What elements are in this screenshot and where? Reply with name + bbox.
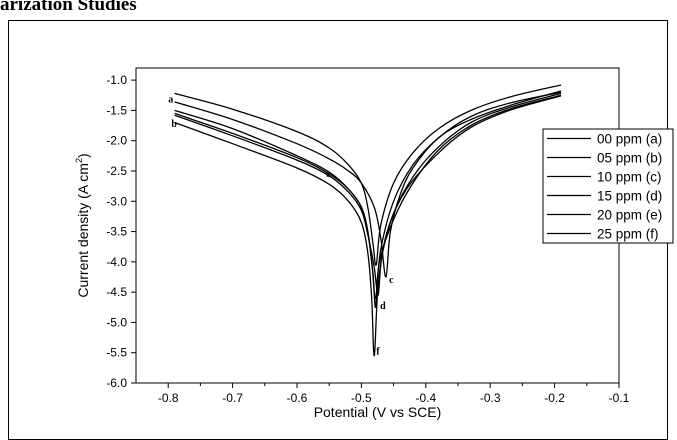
series-line-c — [174, 90, 562, 278]
y-tick-label: -6.0 — [106, 376, 127, 390]
legend-label-c: 10 ppm (c) — [597, 170, 662, 185]
y-tick-label: -2.5 — [106, 164, 127, 178]
x-tick-label: -0.6 — [287, 391, 308, 405]
legend-box — [542, 128, 674, 244]
curve-annotation-b: b — [171, 119, 177, 130]
y-tick-label: -1.0 — [106, 73, 127, 87]
y-tick-label: -5.0 — [106, 315, 127, 329]
curve-annotation-e: e — [326, 169, 331, 180]
y-tick-label: -5.5 — [106, 346, 127, 360]
series-line-b — [174, 91, 562, 299]
annotation-group: a b e c d f — [168, 95, 394, 358]
y-axis-label-end: ) — [75, 153, 91, 158]
y-axis-label: Current density (A cm2) — [74, 153, 91, 297]
x-axis-label: Potential (V vs SCE) — [314, 404, 442, 420]
legend-label-e: 20 ppm (e) — [597, 208, 662, 223]
legend-label-f: 25 ppm (f) — [597, 227, 659, 242]
x-tick-label: -0.7 — [222, 391, 243, 405]
x-tick-label: -0.4 — [415, 391, 436, 405]
y-tick-label: -4.0 — [106, 255, 127, 269]
curve-annotation-a: a — [168, 95, 173, 106]
x-tick-label: -0.8 — [158, 391, 179, 405]
series-line-e — [174, 94, 562, 308]
x-tick-label: -0.5 — [351, 391, 372, 405]
legend: 00 ppm (a) 05 ppm (b) 10 ppm (c) 15 ppm (d)… — [542, 128, 674, 244]
curve-annotation-f: f — [376, 347, 380, 358]
legend-label-b: 05 ppm (b) — [597, 151, 662, 166]
legend-label-a: 00 ppm (a) — [597, 132, 662, 147]
y-tick-label: -1.5 — [106, 103, 127, 117]
y-axis-label-main: Current density (A cm — [75, 163, 91, 298]
section-heading: arization Studies — [0, 0, 137, 15]
series-line-d — [174, 92, 562, 296]
x-tick-label: -0.1 — [609, 391, 630, 405]
x-tick-label: -0.3 — [480, 391, 501, 405]
y-axis-label-superscript: 2 — [74, 158, 84, 163]
series-line-a — [174, 84, 562, 266]
y-tick-label: -2.0 — [106, 134, 127, 148]
x-tick-label: -0.2 — [544, 391, 565, 405]
y-tick-label: -3.0 — [106, 194, 127, 208]
series-group — [174, 84, 562, 357]
curve-annotation-d: d — [380, 301, 386, 312]
series-line-f — [174, 95, 562, 357]
legend-label-d: 15 ppm (d) — [597, 189, 662, 204]
curve-annotation-c: c — [389, 275, 394, 286]
y-tick-label: -4.5 — [106, 285, 127, 299]
axes-group: -0.8 -0.7 -0.6 -0.5 -0.4 -0.3 -0.2 -0.1 -1.0 -1.5… — [106, 67, 630, 405]
y-tick-label: -3.5 — [106, 225, 127, 239]
polarization-chart: -0.8 -0.7 -0.6 -0.5 -0.4 -0.3 -0.2 -0.1 -1.0 -1.5… — [74, 67, 674, 420]
